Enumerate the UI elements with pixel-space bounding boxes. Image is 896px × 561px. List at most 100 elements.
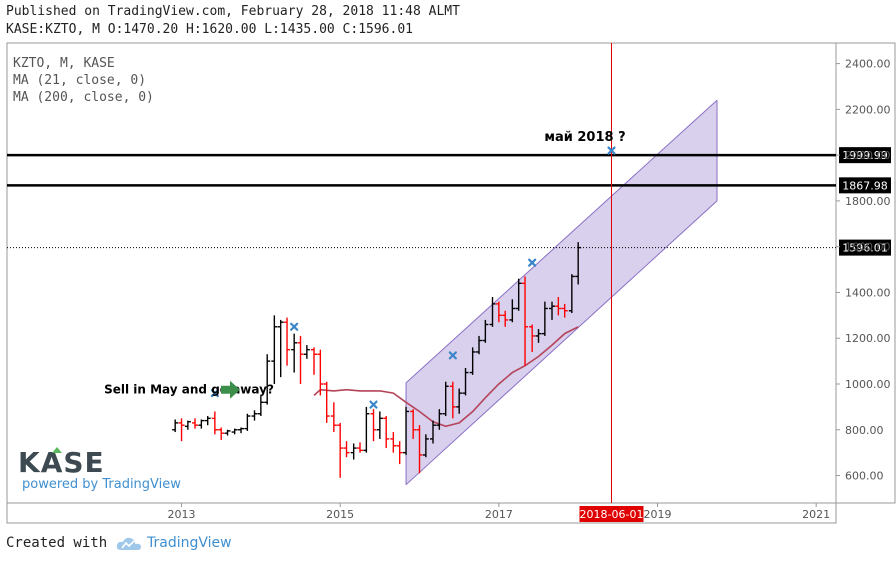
ohlc-bar-31 [376,411,383,439]
ohlc-bar-14 [264,354,271,405]
ohlc-bar-30 [370,409,377,442]
y-tick-label-6: 1800.00 [845,195,891,208]
ohlc-bar-61 [575,242,582,285]
ohlc-bar-43 [456,388,463,414]
annotation-may-2018: май 2018 ? [544,130,625,145]
ohlc-bar-49 [495,301,502,323]
price-label-box-1 [839,177,891,194]
ohlc-bar-22 [317,349,324,396]
tradingview-cloud-icon [116,537,141,550]
ohlc-bar-50 [502,310,509,327]
y-tick-label-3: 1200.00 [845,332,891,345]
ohlc-bar-9 [231,428,238,435]
legend-symbol[interactable]: KZTO, M, KASE [13,56,115,71]
y-tick-label-5: 1600.00 [845,241,891,254]
ohlc-bar-47 [482,319,489,343]
legend-ma200[interactable]: MA (200, close, 0) [13,90,154,105]
price-label-1: 1867.98 [842,179,888,192]
ohlc-bar-17 [284,317,291,366]
ohlc-bar-34 [396,441,403,465]
ohlc-bar-28 [357,442,364,453]
annotation-sell-in-may: Sell in May and go away? [104,383,274,397]
y-tick-label-8: 2200.00 [845,103,891,116]
ohlc-bar-59 [561,303,568,318]
ohlc-line: KASE:KZTO, M O:1470.20 H:1620.00 L:1435.… [6,22,413,37]
published-line: Published on TradingView.com, February 2… [6,4,460,19]
x-tick-label-3: 2019 [644,508,672,521]
x-tick-label-0: 2013 [168,508,196,521]
y-tick-label-9: 2400.00 [845,58,891,71]
green-arrow-icon [221,380,240,399]
y-tick-label-2: 1000.00 [845,378,891,391]
kase-logo-text: KASE [18,446,105,479]
ohlc-bar-12 [251,410,258,421]
regression-channel [406,100,718,485]
price-label-0: 1999.99 [842,149,888,162]
ohlc-bar-23 [323,381,330,423]
x-marker-3 [448,351,457,360]
footer-tradingview-link[interactable]: TradingView [147,535,232,551]
kase-logo-triangle-icon [52,447,62,453]
ohlc-bar-39 [430,420,437,444]
ohlc-bar-54 [529,324,536,352]
x-tick-label-2: 2017 [485,508,513,521]
ohlc-bar-21 [311,347,318,375]
ohlc-bar-36 [410,409,417,439]
ohlc-bar-3 [192,418,199,429]
ohlc-bar-18 [291,333,298,373]
ohlc-bar-53 [522,276,529,366]
x-tick-label-4: 2021 [802,508,830,521]
y-tick-label-1: 800.00 [845,424,884,437]
x-marker-1 [290,322,299,331]
date-label: 2018-06-01 [580,508,644,521]
ohlc-bar-25 [337,422,344,478]
ohlc-bar-58 [555,297,562,316]
ma21-line [313,326,579,428]
ohlc-bar-60 [568,274,575,314]
price-label-box-2 [839,239,891,256]
y-tick-label-7: 2000.00 [845,149,891,162]
ohlc-bar-40 [436,409,443,430]
ohlc-bar-27 [350,443,357,460]
ohlc-bar-57 [548,301,555,320]
ohlc-bar-33 [390,432,397,453]
ohlc-bar-7 [218,427,225,441]
ohlc-bars [172,242,582,478]
ohlc-bar-1 [178,418,185,442]
date-label-box [579,506,644,522]
ohlc-bar-29 [363,406,370,453]
ohlc-bar-0 [172,419,179,433]
ohlc-bar-10 [238,427,245,434]
ohlc-bar-51 [509,299,516,323]
ohlc-bar-13 [257,395,264,417]
ohlc-bar-42 [449,381,456,419]
price-label-2: 1596.01 [842,242,888,255]
x-marker-4 [528,258,537,267]
ohlc-bar-4 [198,419,205,429]
channel-upper-edge [405,99,718,384]
ohlc-bar-11 [244,413,251,431]
ohlc-bar-24 [330,402,337,433]
ohlc-bar-41 [442,381,449,417]
ohlc-bar-55 [535,329,542,343]
ohlc-bar-44 [462,367,469,396]
legend-ma21[interactable]: MA (21, close, 0) [13,73,147,88]
ohlc-bar-26 [343,441,350,458]
x-marker-5 [607,146,616,155]
ohlc-bar-20 [303,345,310,359]
ohlc-bar-19 [297,335,304,384]
ohlc-bar-37 [416,425,423,474]
ohlc-bar-46 [476,335,483,355]
ohlc-bar-15 [271,315,278,384]
powered-by-text: powered by TradingView [22,477,181,492]
y-tick-label-4: 1400.00 [845,286,891,299]
y-tick-label-0: 600.00 [845,470,884,483]
footer-created-text: Created with [6,535,108,551]
time-axis-frame [6,502,837,524]
ohlc-bar-16 [277,319,284,378]
ohlc-bar-52 [515,278,522,311]
ohlc-bar-32 [383,416,390,449]
ohlc-bar-35 [403,406,410,455]
